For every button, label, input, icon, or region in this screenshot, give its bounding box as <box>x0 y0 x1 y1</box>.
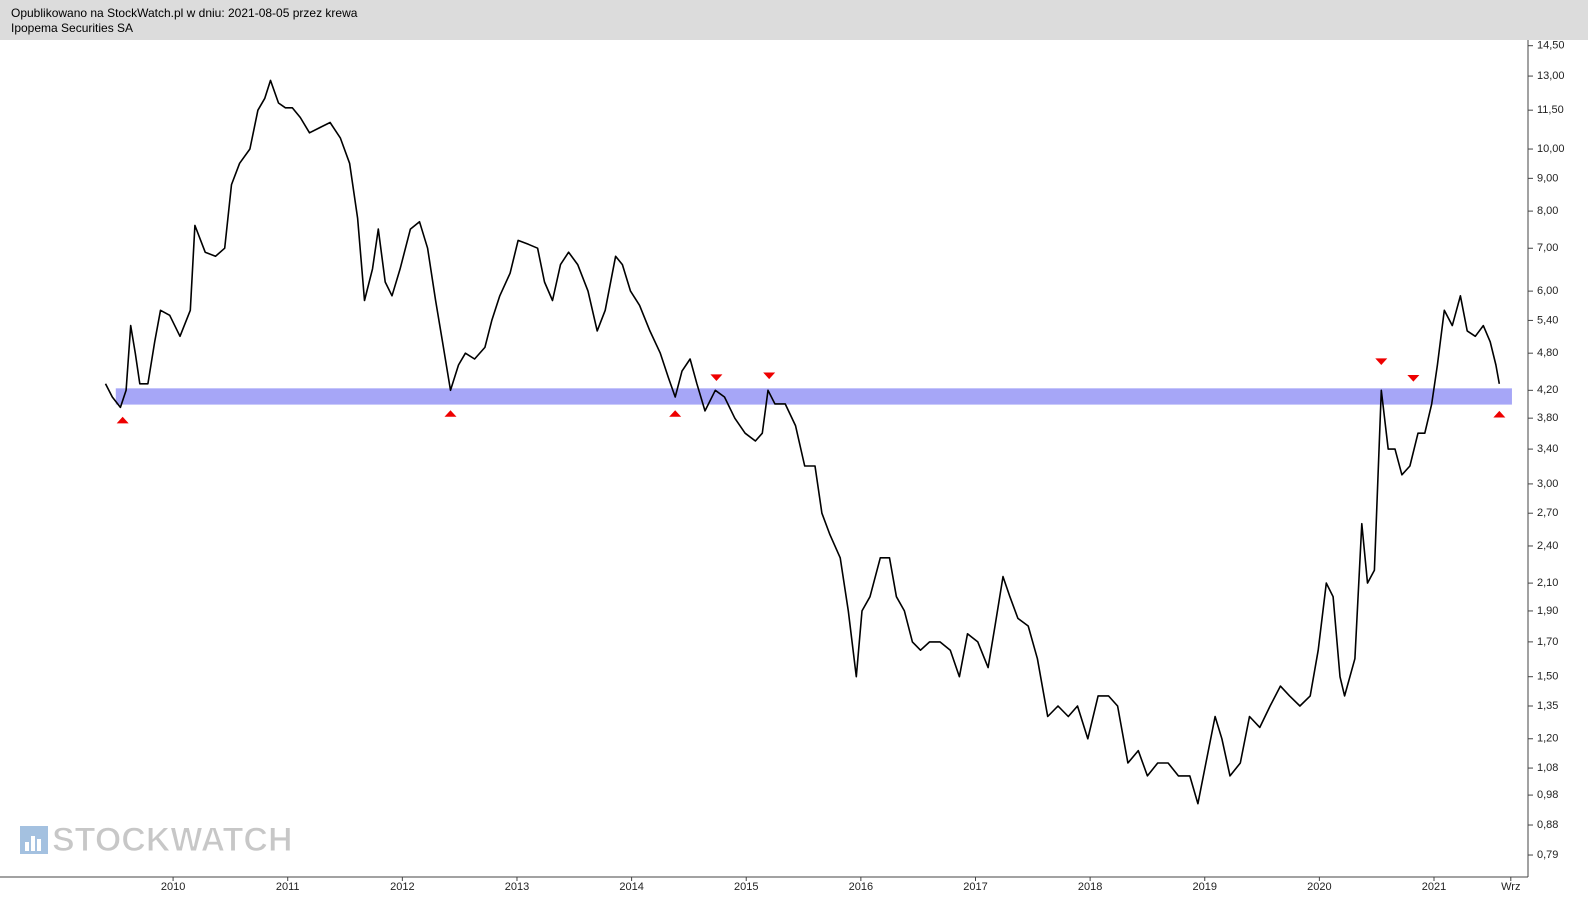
support-band <box>115 388 1512 405</box>
signal-marker <box>1407 375 1420 382</box>
y-tick-label: 0,98 <box>1537 789 1558 801</box>
x-tick-label: 2012 <box>390 881 414 893</box>
y-tick-label: 2,10 <box>1537 577 1558 589</box>
y-tick-label: 2,70 <box>1537 507 1558 519</box>
price-line <box>104 79 1501 805</box>
logo-icon-bar <box>25 842 29 851</box>
x-tick-label: Wrz <box>1501 881 1520 893</box>
y-tick-label: 0,88 <box>1537 819 1558 831</box>
y-tick-label: 11,50 <box>1537 104 1564 116</box>
logo-icon-bar <box>31 836 35 851</box>
x-tick-label: 2016 <box>849 881 873 893</box>
header: Opublikowano na StockWatch.pl w dniu: 20… <box>0 0 1588 40</box>
signal-marker <box>669 410 682 417</box>
y-tick-label: 7,00 <box>1537 242 1558 254</box>
y-tick-label: 14,50 <box>1537 40 1565 52</box>
x-tick-label: 2010 <box>161 881 185 893</box>
signal-marker <box>1493 410 1506 418</box>
y-tick-label: 8,00 <box>1537 205 1558 217</box>
y-tick-label: 1,70 <box>1537 636 1558 648</box>
y-tick-label: 3,80 <box>1537 412 1558 424</box>
y-tick-label: 4,80 <box>1537 347 1558 359</box>
y-tick-label: 0,79 <box>1537 849 1558 861</box>
y-tick-label: 6,00 <box>1537 285 1558 297</box>
y-tick-label: 1,20 <box>1537 733 1558 745</box>
y-tick-label: 3,00 <box>1537 478 1558 490</box>
x-tick-label: 2015 <box>734 881 758 893</box>
logo: STOCKWATCH <box>20 820 293 859</box>
signal-marker <box>444 410 457 417</box>
y-tick-label: 1,08 <box>1537 762 1558 774</box>
y-tick-label: 13,00 <box>1537 70 1565 82</box>
signal-marker <box>1375 358 1388 366</box>
signal-marker <box>116 416 129 424</box>
y-tick-label: 1,35 <box>1537 700 1558 712</box>
watermark: STOCKWATCH <box>52 821 293 859</box>
x-tick-label: 2017 <box>963 881 987 893</box>
y-tick-label: 2,40 <box>1537 540 1558 552</box>
publish-info: Opublikowano na StockWatch.pl w dniu: 20… <box>11 6 358 20</box>
y-tick-label: 4,20 <box>1537 384 1558 396</box>
x-tick-label: 2018 <box>1078 881 1102 893</box>
instrument-name: Ipopema Securities SA <box>11 21 134 35</box>
signal-marker <box>763 372 776 380</box>
x-tick-label: 2011 <box>276 881 300 893</box>
x-tick-label: 2020 <box>1307 881 1331 893</box>
y-tick-label: 5,40 <box>1537 314 1558 326</box>
x-tick-label: 2013 <box>505 881 529 893</box>
y-tick-label: 1,90 <box>1537 605 1558 617</box>
y-tick-label: 10,00 <box>1537 143 1565 155</box>
y-tick-label: 9,00 <box>1537 172 1558 184</box>
x-tick-label: 2019 <box>1193 881 1217 893</box>
x-tick-label: 2014 <box>619 881 643 893</box>
y-tick-label: 1,50 <box>1537 671 1558 683</box>
logo-icon-bar <box>37 839 41 851</box>
x-tick-label: 2021 <box>1422 881 1446 893</box>
signal-marker <box>710 374 723 381</box>
y-tick-label: 3,40 <box>1537 443 1558 455</box>
